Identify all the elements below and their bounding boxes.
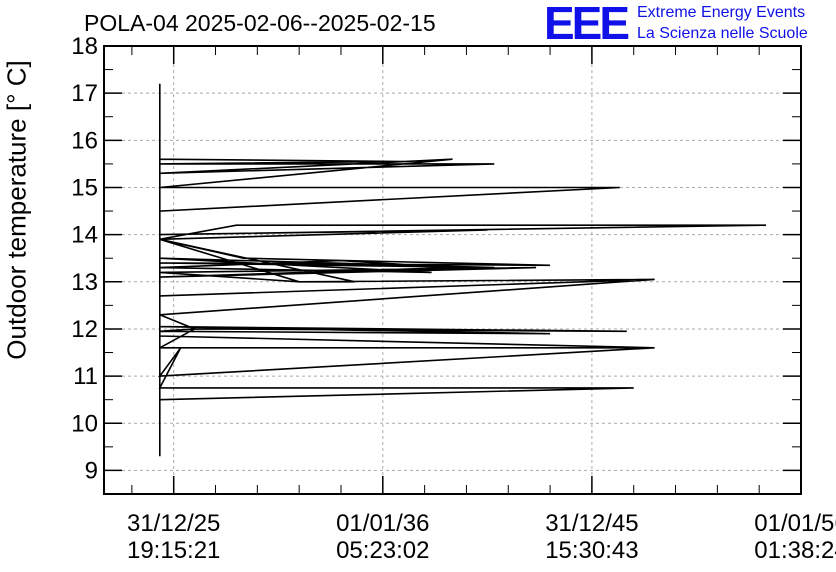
x-tick-date-label: 01/01/56 <box>754 510 836 537</box>
y-tick-label: 15 <box>71 174 98 201</box>
axes <box>103 45 802 495</box>
data-series <box>158 83 767 457</box>
y-tick-label: 18 <box>71 33 98 60</box>
x-tick-date-label: 31/12/45 <box>545 510 638 537</box>
x-tick-time-label: 15:30:43 <box>545 537 638 564</box>
logo-subtitle-line-1: Extreme Energy Events <box>637 4 806 21</box>
eee-logo: EEE <box>544 0 630 49</box>
y-tick-label: 14 <box>71 222 98 249</box>
logo-subtitle-line-2: La Scienza nelle Scuole <box>637 25 808 42</box>
x-tick-date-label: 31/12/25 <box>127 510 220 537</box>
x-tick-time-label: 19:15:21 <box>127 537 220 564</box>
chart-title: POLA-04 2025-02-06--2025-02-15 <box>84 10 436 36</box>
x-tick-time-label: 01:38:24 <box>754 537 836 564</box>
y-tick-label: 16 <box>71 127 98 154</box>
x-tick-date-label: 01/01/36 <box>336 510 429 537</box>
x-tick-time-label: 05:23:02 <box>336 537 429 564</box>
y-tick-label: 9 <box>85 457 98 484</box>
y-tick-label: 10 <box>71 410 98 437</box>
y-tick-label: 12 <box>71 316 98 343</box>
temperature-series-line <box>158 83 767 457</box>
y-tick-label: 11 <box>73 363 98 390</box>
plot-frame <box>103 45 802 495</box>
y-tick-label: 13 <box>71 269 98 296</box>
y-tick-label: 17 <box>71 80 98 107</box>
